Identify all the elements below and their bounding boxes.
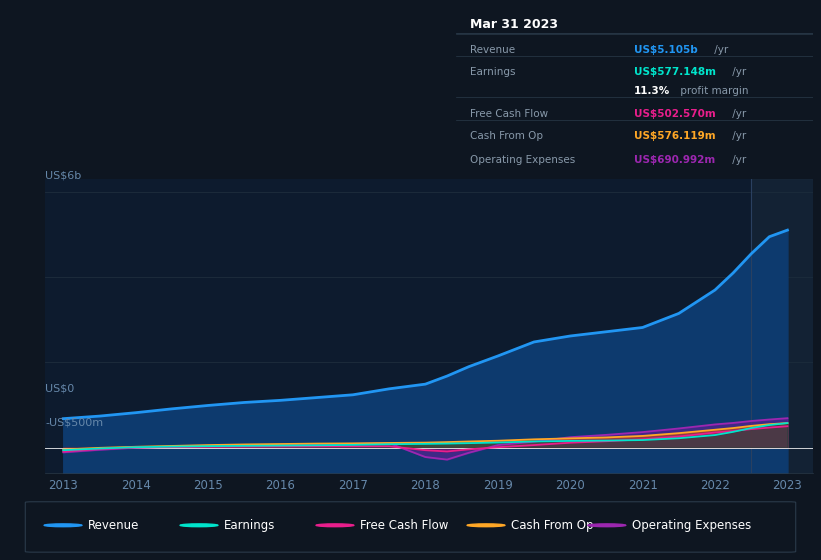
Circle shape (588, 524, 626, 526)
Text: profit margin: profit margin (677, 86, 749, 96)
Text: Cash From Op: Cash From Op (470, 131, 543, 141)
Circle shape (44, 524, 82, 526)
Text: Free Cash Flow: Free Cash Flow (360, 519, 448, 532)
FancyBboxPatch shape (25, 502, 796, 552)
Text: Earnings: Earnings (224, 519, 275, 532)
Text: US$5.105b: US$5.105b (635, 45, 698, 55)
Text: Free Cash Flow: Free Cash Flow (470, 109, 548, 119)
Text: /yr: /yr (728, 131, 745, 141)
Bar (751, 179, 813, 473)
Text: Cash From Op: Cash From Op (511, 519, 594, 532)
Text: /yr: /yr (711, 45, 728, 55)
Circle shape (316, 524, 354, 526)
Text: Operating Expenses: Operating Expenses (632, 519, 751, 532)
Text: Earnings: Earnings (470, 67, 516, 77)
Text: 11.3%: 11.3% (635, 86, 671, 96)
Text: US$690.992m: US$690.992m (635, 155, 715, 165)
Text: Operating Expenses: Operating Expenses (470, 155, 576, 165)
Circle shape (467, 524, 505, 526)
Text: /yr: /yr (728, 155, 745, 165)
Text: US$0: US$0 (45, 383, 75, 393)
Text: Revenue: Revenue (88, 519, 140, 532)
Circle shape (180, 524, 218, 526)
Text: US$502.570m: US$502.570m (635, 109, 716, 119)
Text: -US$500m: -US$500m (45, 418, 103, 428)
Text: US$577.148m: US$577.148m (635, 67, 716, 77)
Text: /yr: /yr (728, 109, 745, 119)
Text: US$6b: US$6b (45, 170, 81, 180)
Text: US$576.119m: US$576.119m (635, 131, 716, 141)
Text: /yr: /yr (728, 67, 745, 77)
Text: Mar 31 2023: Mar 31 2023 (470, 17, 558, 31)
Text: Revenue: Revenue (470, 45, 515, 55)
